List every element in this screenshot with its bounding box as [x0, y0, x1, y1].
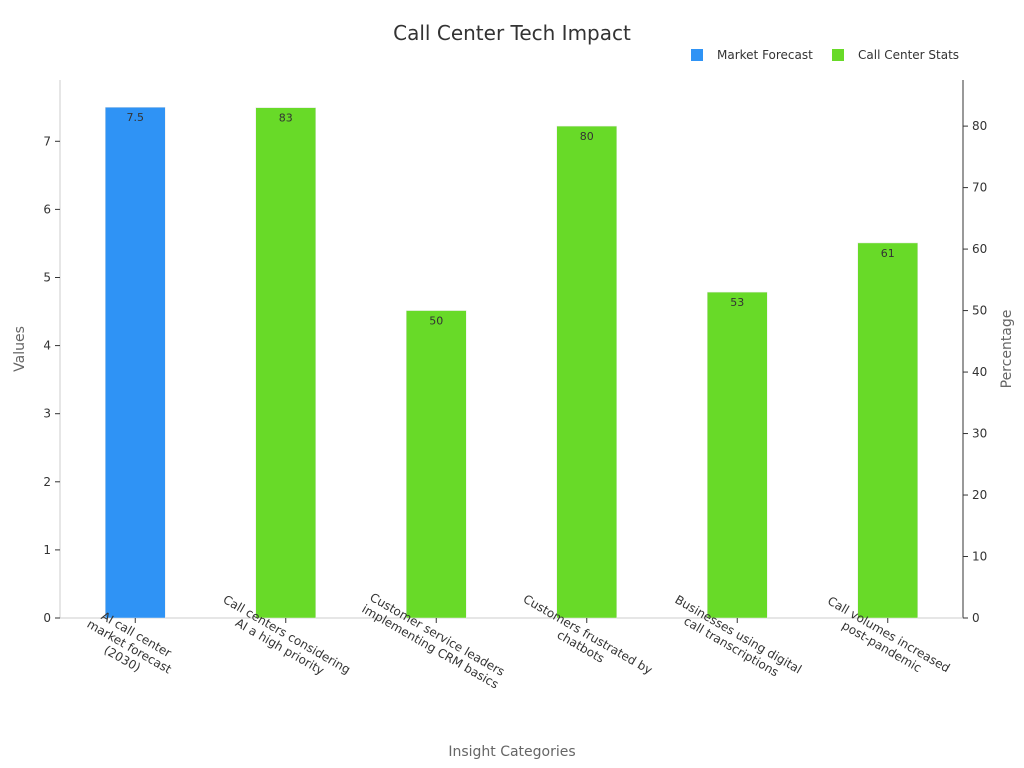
data-label-call-center-stats: 50: [429, 315, 443, 328]
y2-tick-label: 0: [972, 611, 980, 625]
y-tick-label: 1: [43, 543, 51, 557]
bar-call-center-stats: [556, 125, 617, 619]
legend-swatch-market-forecast: [691, 49, 703, 61]
data-label-call-center-stats: 83: [279, 112, 293, 125]
y-tick-label: 0: [43, 611, 51, 625]
y-tick-label: 2: [43, 475, 51, 489]
data-label-call-center-stats: 53: [730, 296, 744, 309]
legend[interactable]: Market Forecast Call Center Stats: [691, 48, 959, 62]
bar-call-center-stats: [857, 242, 918, 619]
data-label-call-center-stats: 61: [881, 247, 895, 260]
legend-label-market-forecast: Market Forecast: [717, 48, 813, 62]
chart-title: Call Center Tech Impact: [393, 21, 631, 45]
y2-tick-label: 50: [972, 304, 987, 318]
data-label-market-forecast: 7.5: [127, 111, 145, 124]
legend-label-call-center-stats: Call Center Stats: [858, 48, 959, 62]
legend-item-call-center-stats[interactable]: Call Center Stats: [832, 48, 959, 62]
y-tick-label: 6: [43, 202, 51, 216]
legend-swatch-call-center-stats: [832, 49, 844, 61]
y2-tick-label: 20: [972, 488, 987, 502]
bar-market-forecast: [105, 106, 166, 619]
y-axis-title: Values: [12, 326, 28, 372]
x-axis-title: Insight Categories: [448, 744, 575, 760]
y2-tick-label: 70: [972, 181, 987, 195]
y2-tick-label: 40: [972, 365, 987, 379]
y2-tick-label: 10: [972, 550, 987, 564]
y-tick-label: 3: [43, 407, 51, 421]
y2-axis-title: Percentage: [999, 310, 1015, 389]
y-tick-label: 7: [43, 134, 51, 148]
bar-call-center-stats: [406, 310, 467, 619]
y2-tick-label: 60: [972, 242, 987, 256]
y2-tick-label: 80: [972, 119, 987, 133]
y-tick-label: 4: [43, 339, 51, 353]
bar-call-center-stats: [255, 107, 316, 619]
y-tick-label: 5: [43, 270, 51, 284]
data-label-call-center-stats: 80: [580, 130, 594, 143]
bar-call-center-stats: [707, 291, 768, 619]
legend-item-market-forecast[interactable]: Market Forecast: [691, 48, 813, 62]
y2-tick-label: 30: [972, 427, 987, 441]
